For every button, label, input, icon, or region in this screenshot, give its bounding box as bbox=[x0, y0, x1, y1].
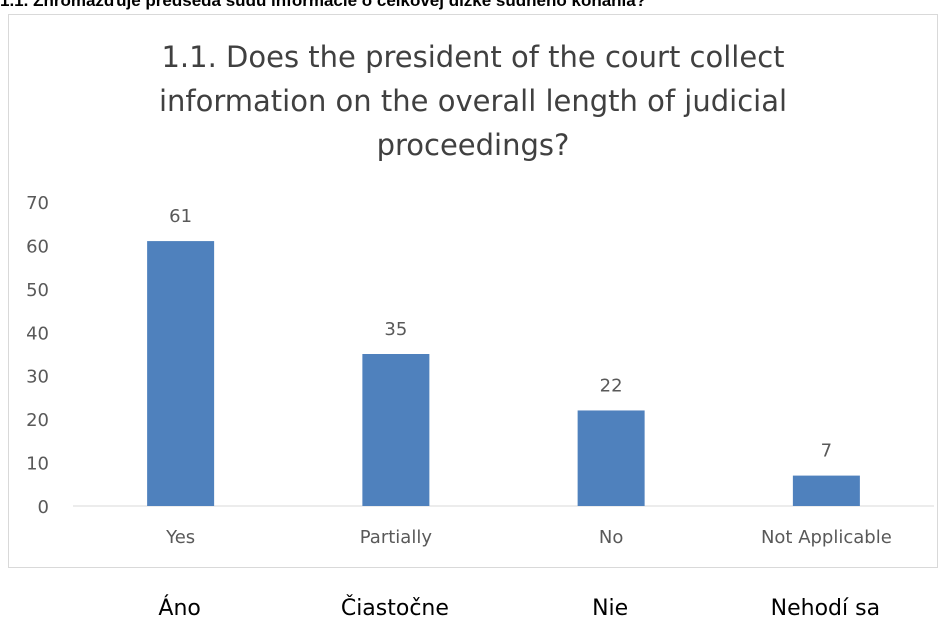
y-tick-label: 70 bbox=[26, 193, 49, 214]
x-tick-label: No bbox=[599, 527, 623, 548]
data-label: 7 bbox=[821, 441, 832, 462]
x-tick-label: Yes bbox=[165, 527, 195, 548]
y-tick-label: 40 bbox=[26, 323, 49, 344]
x-tick-label: Not Applicable bbox=[761, 527, 892, 548]
slovak-translations-row: Áno Čiastočne Nie Nehodí sa bbox=[0, 596, 947, 626]
y-tick-label: 10 bbox=[26, 454, 49, 475]
translation-label-nehodi-sa: Nehodí sa bbox=[770, 596, 881, 621]
chart-frame: 1.1. Does the president of the court col… bbox=[8, 14, 938, 568]
bar bbox=[792, 475, 860, 506]
y-tick-label: 60 bbox=[26, 236, 49, 257]
data-label: 61 bbox=[169, 206, 192, 227]
y-tick-label: 0 bbox=[38, 497, 49, 518]
x-tick-label: Partially bbox=[360, 527, 433, 548]
data-label: 22 bbox=[600, 375, 623, 396]
bar bbox=[577, 410, 645, 506]
chart-title: 1.1. Does the president of the court col… bbox=[158, 40, 788, 162]
translation-label-ano: Áno bbox=[158, 596, 201, 621]
y-tick-label: 50 bbox=[26, 280, 49, 301]
data-label: 35 bbox=[384, 319, 407, 340]
translation-label-ciastocne: Čiastočne bbox=[340, 596, 449, 621]
bar-chart-plot: 0 10 20 30 40 50 60 70 61 Yes 35 Partially 22 No 7 Not … bbox=[26, 193, 934, 548]
bar bbox=[362, 354, 430, 506]
page-caption: 1.1. Zhromažďuje predseda súdu informáci… bbox=[0, 0, 647, 10]
y-tick-label: 30 bbox=[26, 367, 49, 388]
translation-label-nie: Nie bbox=[592, 596, 629, 621]
bar bbox=[147, 241, 215, 507]
y-tick-label: 20 bbox=[26, 410, 49, 431]
